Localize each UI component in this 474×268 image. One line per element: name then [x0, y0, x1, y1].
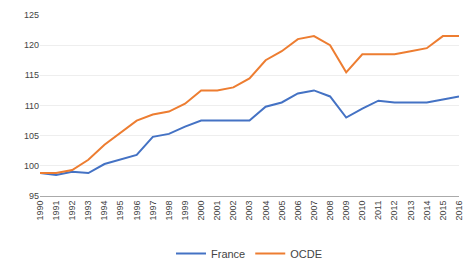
svg-text:2014: 2014	[422, 201, 432, 221]
svg-text:115: 115	[25, 70, 39, 80]
svg-text:95: 95	[29, 191, 39, 201]
svg-text:2013: 2013	[406, 201, 416, 221]
svg-text:2003: 2003	[244, 201, 254, 221]
svg-text:100: 100	[24, 161, 39, 171]
svg-text:110: 110	[25, 101, 39, 111]
svg-text:125: 125	[24, 10, 39, 20]
svg-text:1996: 1996	[132, 201, 142, 221]
svg-text:2000: 2000	[196, 201, 206, 221]
svg-text:2012: 2012	[389, 201, 399, 221]
svg-text:2001: 2001	[212, 201, 222, 221]
svg-text:1995: 1995	[116, 201, 126, 221]
svg-text:2016: 2016	[454, 201, 464, 221]
svg-text:1990: 1990	[35, 201, 45, 221]
svg-text:2004: 2004	[261, 201, 271, 221]
svg-text:OCDE: OCDE	[290, 248, 322, 260]
svg-text:2009: 2009	[341, 201, 351, 221]
svg-text:2008: 2008	[325, 201, 335, 221]
svg-text:120: 120	[24, 40, 39, 50]
svg-text:1997: 1997	[148, 201, 158, 221]
svg-text:2010: 2010	[357, 201, 367, 221]
svg-text:2006: 2006	[293, 201, 303, 221]
svg-text:1994: 1994	[99, 201, 109, 221]
svg-text:105: 105	[24, 131, 39, 141]
svg-text:1998: 1998	[164, 201, 174, 221]
svg-text:2007: 2007	[309, 201, 319, 221]
svg-text:2011: 2011	[373, 201, 383, 220]
svg-text:2015: 2015	[438, 201, 448, 221]
svg-text:2002: 2002	[228, 201, 238, 221]
svg-text:France: France	[211, 248, 245, 260]
svg-text:1991: 1991	[51, 201, 61, 221]
svg-text:1993: 1993	[83, 201, 93, 221]
svg-text:1992: 1992	[67, 201, 77, 221]
svg-text:1999: 1999	[180, 201, 190, 221]
svg-text:2005: 2005	[277, 201, 287, 221]
